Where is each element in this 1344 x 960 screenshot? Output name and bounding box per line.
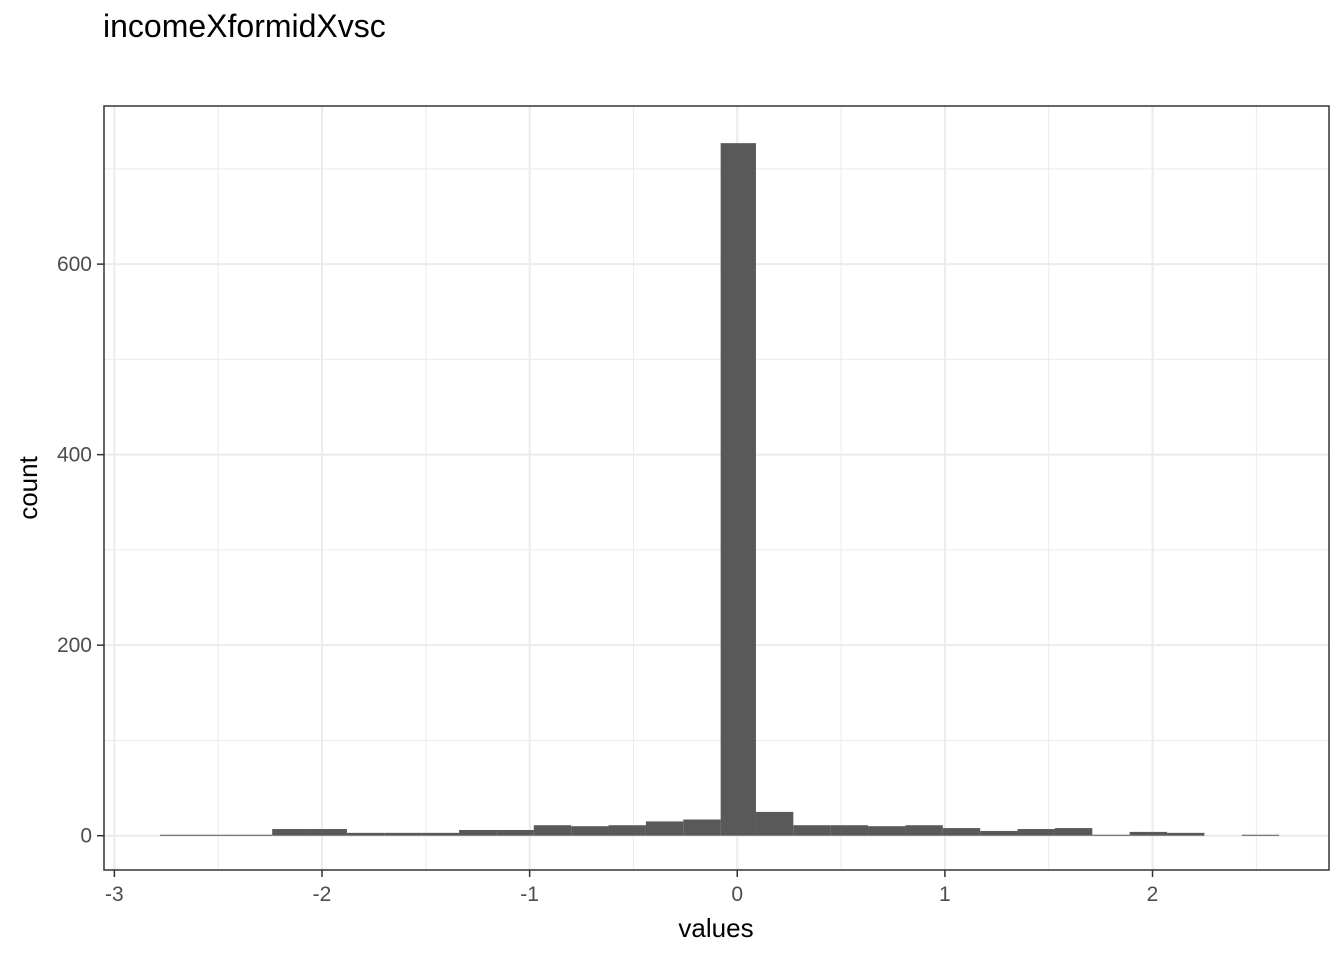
plot-panel bbox=[104, 106, 1329, 870]
y-tick-label: 200 bbox=[57, 634, 92, 657]
y-axis: 0 200 400 600 bbox=[57, 253, 104, 848]
histogram-bar bbox=[160, 834, 198, 836]
x-axis-title: values bbox=[678, 913, 753, 943]
histogram-bar bbox=[942, 828, 981, 836]
chart-title: incomeXformidXvsc bbox=[103, 8, 386, 44]
x-tick-label: -3 bbox=[105, 883, 124, 906]
histogram-bar bbox=[793, 825, 831, 836]
histogram-bar bbox=[1241, 834, 1280, 836]
histogram-bar bbox=[980, 830, 1018, 836]
histogram-bar bbox=[1017, 829, 1055, 836]
histogram-bar bbox=[645, 821, 684, 836]
histogram-bar bbox=[309, 829, 347, 836]
histogram-bar bbox=[830, 825, 869, 836]
histogram-bar bbox=[459, 829, 497, 836]
y-tick-label: 0 bbox=[80, 825, 92, 848]
x-tick-label: -2 bbox=[313, 883, 332, 906]
histogram-bar bbox=[421, 832, 460, 836]
x-tick-label: 0 bbox=[731, 883, 743, 906]
histogram-bar bbox=[608, 825, 646, 836]
histogram-bar bbox=[571, 826, 609, 836]
histogram-bar bbox=[905, 825, 943, 836]
x-axis: -3 -2 -1 0 1 2 bbox=[105, 870, 1158, 906]
histogram-bar bbox=[272, 829, 310, 836]
histogram-bar bbox=[720, 143, 756, 836]
histogram-bar bbox=[496, 829, 534, 836]
histogram-bar bbox=[346, 832, 385, 836]
histogram-bar bbox=[1129, 831, 1168, 836]
histogram-bar bbox=[197, 834, 235, 836]
x-tick-label: 2 bbox=[1147, 883, 1159, 906]
grid-minor bbox=[104, 106, 1329, 870]
histogram-bar bbox=[755, 811, 794, 836]
histogram-bar bbox=[234, 834, 273, 836]
histogram-bar bbox=[683, 819, 721, 836]
histogram-bar bbox=[1092, 834, 1130, 836]
histogram-bars bbox=[160, 143, 1280, 836]
y-tick-label: 600 bbox=[57, 253, 92, 276]
y-tick-label: 400 bbox=[57, 444, 92, 467]
histogram-bar bbox=[1054, 828, 1093, 836]
plot-border bbox=[103, 105, 1330, 871]
x-tick-label: 1 bbox=[939, 883, 951, 906]
histogram-bar bbox=[868, 826, 906, 836]
y-axis-title: count bbox=[13, 455, 43, 519]
histogram-bar bbox=[384, 832, 422, 836]
x-tick-label: -1 bbox=[520, 883, 539, 906]
histogram-bar bbox=[1167, 832, 1205, 836]
histogram-bar bbox=[533, 825, 572, 836]
